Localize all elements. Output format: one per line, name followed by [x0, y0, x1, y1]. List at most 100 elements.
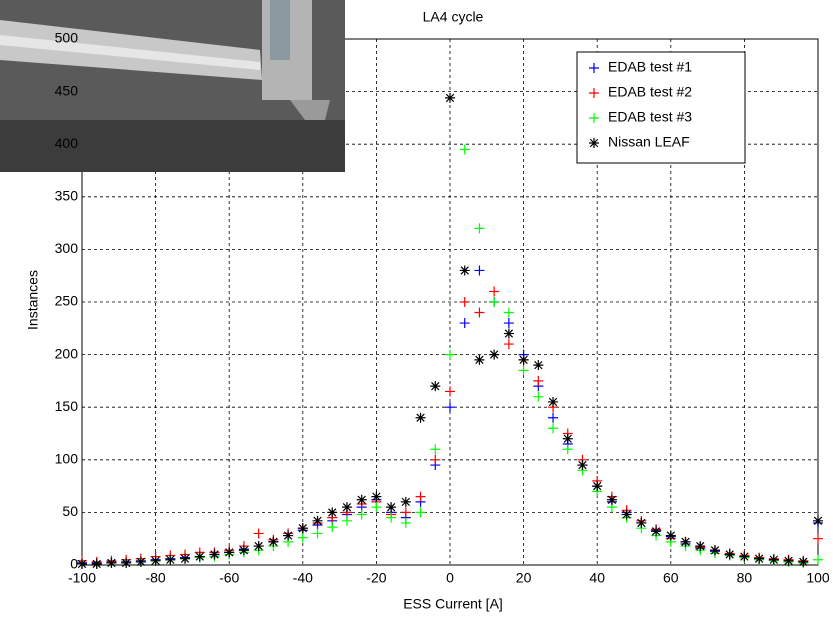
chart-title: LA4 cycle	[423, 9, 484, 25]
point	[636, 517, 647, 528]
point	[533, 360, 544, 371]
y-tick-label: 450	[55, 82, 79, 98]
point	[415, 412, 426, 423]
point	[356, 494, 367, 505]
point	[459, 265, 470, 276]
point	[400, 507, 411, 518]
point	[577, 460, 588, 471]
point	[503, 339, 514, 350]
point	[415, 507, 426, 518]
legend-label: EDAB test #2	[608, 84, 692, 100]
legend-marker	[589, 63, 599, 73]
y-tick-label: 0	[70, 556, 78, 572]
point	[562, 433, 573, 444]
point	[253, 528, 264, 539]
point	[371, 502, 382, 513]
point	[180, 553, 191, 564]
point	[253, 541, 264, 552]
point	[150, 555, 161, 566]
point	[459, 297, 470, 307]
y-tick-label: 300	[55, 240, 79, 256]
point	[813, 533, 823, 544]
point	[474, 354, 485, 365]
point	[341, 502, 352, 513]
legend-label: EDAB test #3	[608, 109, 692, 125]
point	[194, 551, 205, 562]
point	[430, 444, 441, 455]
point	[268, 536, 279, 547]
point	[474, 265, 485, 276]
point	[445, 386, 455, 397]
point	[724, 549, 735, 560]
point	[400, 517, 411, 528]
y-axis-label: Instances	[25, 270, 41, 330]
point	[312, 528, 323, 539]
x-tick-label: 60	[663, 570, 679, 586]
point	[459, 318, 470, 329]
point	[386, 502, 397, 513]
point	[371, 491, 382, 502]
point	[386, 512, 397, 523]
point	[754, 553, 765, 564]
y-tick-label: 400	[55, 135, 79, 151]
y-tick-label: 500	[55, 30, 79, 46]
point	[445, 92, 455, 103]
y-tick-label: 150	[55, 398, 79, 414]
point	[592, 481, 603, 492]
point	[798, 556, 809, 567]
point	[503, 307, 514, 318]
point	[474, 223, 485, 234]
points	[77, 92, 823, 569]
point	[621, 509, 632, 520]
point	[400, 496, 411, 507]
point	[606, 494, 617, 505]
x-tick-label: 0	[446, 570, 454, 586]
x-tick-label: 20	[516, 570, 532, 586]
legend: EDAB test #1 EDAB test #2 EDAB test #3 Niss…	[576, 51, 746, 164]
point	[415, 491, 426, 502]
point	[459, 144, 470, 155]
x-tick-label: -100	[68, 570, 96, 586]
point	[680, 536, 691, 547]
point	[91, 558, 102, 569]
point	[709, 545, 720, 556]
point	[224, 547, 235, 558]
point	[165, 554, 176, 565]
point	[503, 328, 514, 339]
point	[813, 554, 823, 565]
point	[430, 381, 441, 392]
point	[77, 558, 87, 569]
point	[489, 286, 500, 297]
point	[651, 526, 662, 537]
x-tick-label: 40	[589, 570, 605, 586]
point	[238, 545, 249, 556]
point	[445, 349, 455, 360]
point	[548, 423, 559, 434]
x-axis-label: ESS Current [A]	[403, 596, 503, 612]
point	[135, 556, 146, 567]
x-tick-label: -40	[293, 570, 313, 586]
point	[548, 396, 559, 407]
point	[562, 444, 573, 455]
point	[445, 402, 455, 413]
point	[430, 454, 441, 465]
point	[341, 515, 352, 526]
point	[297, 523, 308, 534]
x-tick-label: -20	[366, 570, 386, 586]
point	[474, 307, 485, 318]
point	[312, 515, 323, 526]
legend-marker	[589, 138, 599, 148]
point	[106, 557, 117, 568]
x-tick-label: -80	[145, 570, 165, 586]
point	[783, 555, 794, 566]
legend-label: EDAB test #1	[608, 59, 692, 75]
point	[489, 349, 500, 360]
y-tick-label: 200	[55, 345, 79, 361]
point	[548, 412, 559, 423]
y-tick-label: 100	[55, 451, 79, 467]
legend-marker	[589, 88, 599, 98]
point	[327, 522, 338, 533]
point	[327, 507, 338, 518]
legend-label: Nissan LEAF	[608, 134, 690, 150]
